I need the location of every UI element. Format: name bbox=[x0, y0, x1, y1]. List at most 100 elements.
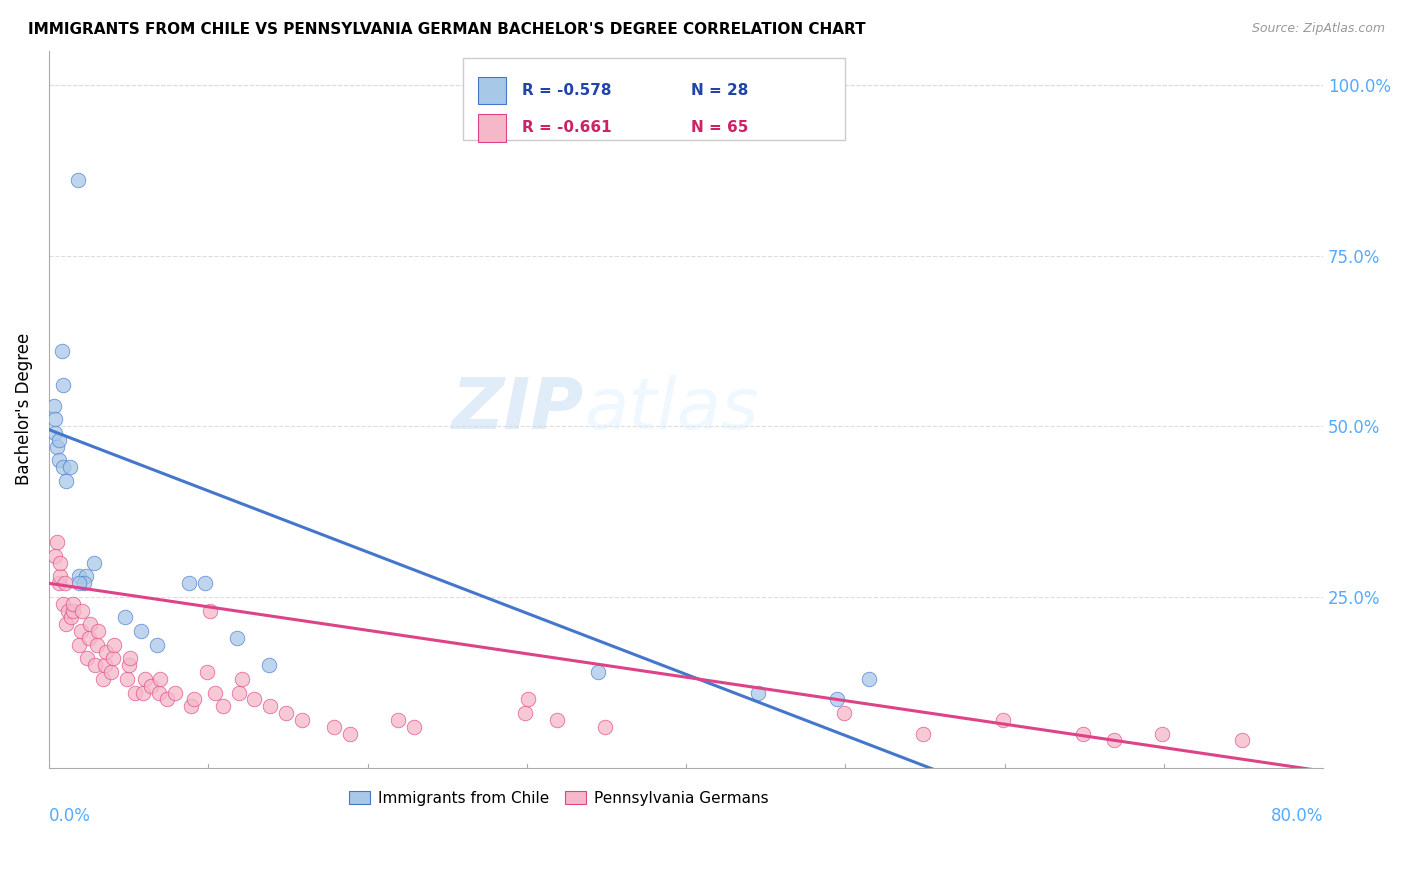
Point bbox=[52, 460, 75, 475]
Point bbox=[148, 685, 170, 699]
Point bbox=[827, 692, 849, 706]
Point bbox=[101, 651, 124, 665]
Point bbox=[42, 399, 65, 413]
Point bbox=[67, 638, 90, 652]
Point bbox=[120, 651, 142, 665]
Point bbox=[60, 610, 83, 624]
Point bbox=[93, 658, 115, 673]
Point bbox=[79, 617, 101, 632]
Point bbox=[991, 713, 1014, 727]
Point bbox=[96, 645, 118, 659]
Point bbox=[858, 672, 880, 686]
Point bbox=[1152, 726, 1174, 740]
Point bbox=[69, 624, 91, 639]
Point bbox=[73, 576, 96, 591]
Point bbox=[77, 631, 100, 645]
Point bbox=[86, 638, 108, 652]
Point bbox=[83, 556, 105, 570]
Point bbox=[183, 692, 205, 706]
Point bbox=[276, 706, 298, 720]
Point bbox=[76, 651, 98, 665]
Point bbox=[67, 569, 90, 583]
Point bbox=[75, 569, 97, 583]
Point bbox=[124, 685, 146, 699]
Point bbox=[149, 672, 172, 686]
Point bbox=[44, 412, 66, 426]
Point bbox=[52, 378, 75, 392]
Point bbox=[588, 665, 610, 679]
Text: Source: ZipAtlas.com: Source: ZipAtlas.com bbox=[1251, 22, 1385, 36]
Point bbox=[91, 672, 114, 686]
Point bbox=[48, 453, 70, 467]
Point bbox=[163, 685, 186, 699]
Text: ZIP: ZIP bbox=[451, 375, 583, 443]
Point bbox=[1230, 733, 1253, 747]
Point bbox=[179, 576, 201, 591]
Point bbox=[48, 576, 70, 591]
Point bbox=[515, 706, 537, 720]
Point bbox=[59, 460, 82, 475]
Text: R = -0.578: R = -0.578 bbox=[522, 83, 612, 98]
Point bbox=[517, 692, 540, 706]
Point bbox=[402, 720, 425, 734]
Y-axis label: Bachelor's Degree: Bachelor's Degree bbox=[15, 333, 32, 485]
Point bbox=[115, 672, 138, 686]
Point bbox=[56, 604, 79, 618]
Point bbox=[323, 720, 346, 734]
Point bbox=[84, 658, 107, 673]
Text: IMMIGRANTS FROM CHILE VS PENNSYLVANIA GERMAN BACHELOR'S DEGREE CORRELATION CHART: IMMIGRANTS FROM CHILE VS PENNSYLVANIA GE… bbox=[28, 22, 866, 37]
Point bbox=[53, 576, 76, 591]
Point bbox=[67, 576, 90, 591]
Point bbox=[156, 692, 179, 706]
Point bbox=[134, 672, 156, 686]
Point bbox=[387, 713, 409, 727]
Point bbox=[194, 576, 217, 591]
Point bbox=[146, 638, 169, 652]
Point bbox=[45, 440, 67, 454]
Point bbox=[832, 706, 855, 720]
Point bbox=[66, 173, 89, 187]
Text: R = -0.661: R = -0.661 bbox=[522, 120, 612, 136]
Point bbox=[339, 726, 361, 740]
Text: N = 28: N = 28 bbox=[692, 83, 748, 98]
Point bbox=[49, 556, 72, 570]
Legend: Immigrants from Chile, Pennsylvania Germans: Immigrants from Chile, Pennsylvania Germ… bbox=[343, 784, 775, 812]
Point bbox=[87, 624, 110, 639]
Point bbox=[131, 624, 153, 639]
Point bbox=[228, 685, 250, 699]
Point bbox=[44, 426, 66, 441]
Point bbox=[49, 569, 72, 583]
Point bbox=[44, 549, 66, 563]
Point bbox=[231, 672, 253, 686]
Point bbox=[195, 665, 218, 679]
Point bbox=[198, 604, 221, 618]
Point bbox=[204, 685, 226, 699]
Point bbox=[100, 665, 122, 679]
Point bbox=[72, 604, 94, 618]
Point bbox=[226, 631, 249, 645]
Text: atlas: atlas bbox=[583, 375, 759, 443]
Point bbox=[211, 699, 233, 714]
Point bbox=[291, 713, 314, 727]
Bar bbox=[478, 114, 506, 142]
Point bbox=[139, 679, 162, 693]
Point bbox=[747, 685, 769, 699]
Point bbox=[52, 597, 75, 611]
Bar bbox=[478, 78, 506, 104]
Point bbox=[243, 692, 266, 706]
FancyBboxPatch shape bbox=[463, 58, 845, 140]
Point bbox=[593, 720, 616, 734]
Point bbox=[103, 638, 125, 652]
Point bbox=[62, 604, 84, 618]
Point bbox=[117, 658, 139, 673]
Point bbox=[1071, 726, 1094, 740]
Text: N = 65: N = 65 bbox=[692, 120, 748, 136]
Point bbox=[114, 610, 136, 624]
Point bbox=[45, 535, 67, 549]
Point bbox=[180, 699, 202, 714]
Text: 0.0%: 0.0% bbox=[49, 807, 91, 825]
Point bbox=[55, 474, 77, 488]
Point bbox=[912, 726, 935, 740]
Point bbox=[1104, 733, 1126, 747]
Point bbox=[51, 344, 73, 359]
